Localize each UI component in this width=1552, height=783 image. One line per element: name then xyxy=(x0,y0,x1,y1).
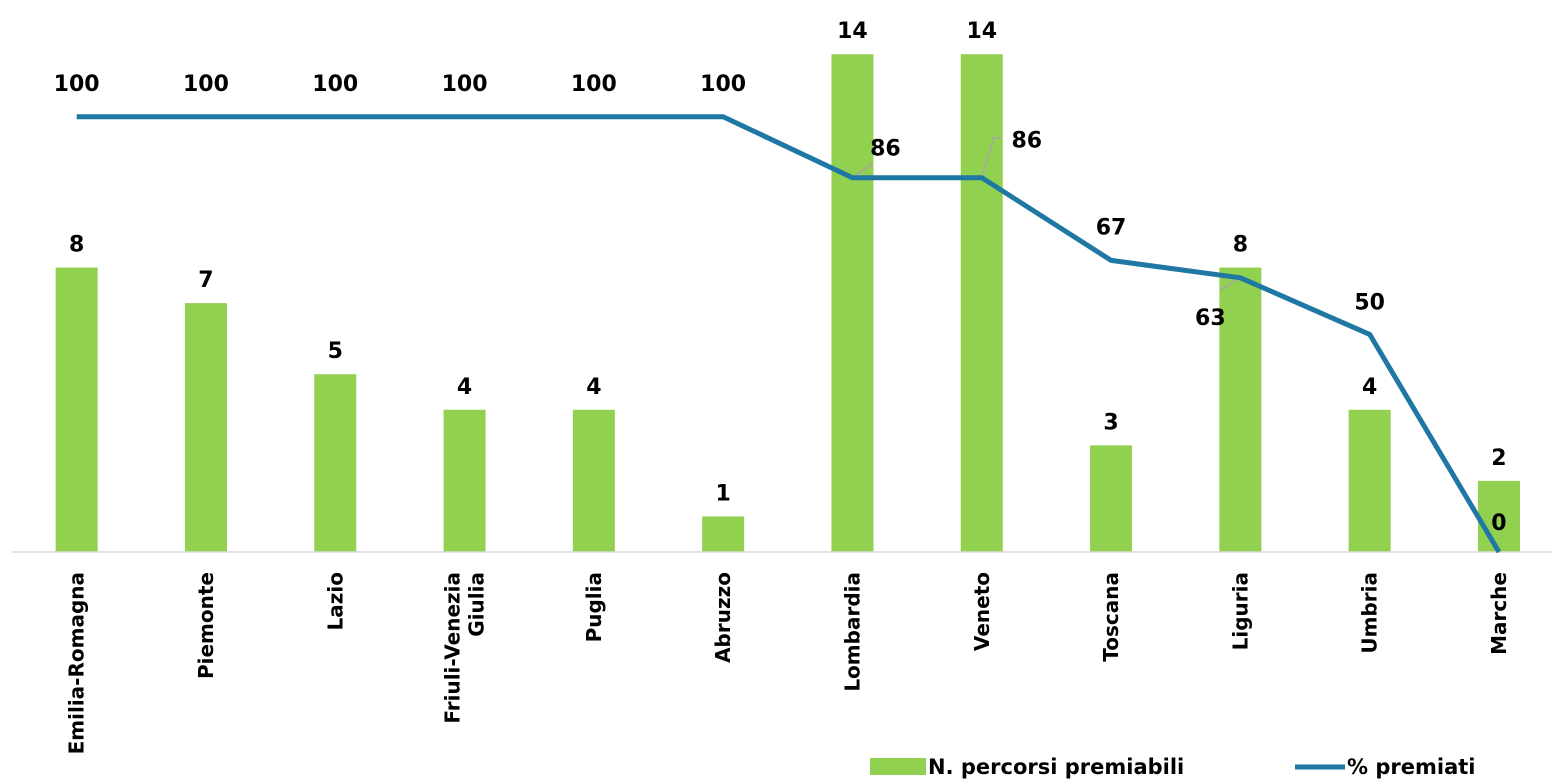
line-value-label: 100 xyxy=(700,72,746,97)
category-label: Emilia-Romagna xyxy=(65,572,89,754)
bar-value-label: 7 xyxy=(198,268,213,293)
bar-value-label: 14 xyxy=(966,19,997,44)
line-value-label: 63 xyxy=(1195,306,1226,331)
category-label: Friuli-Venezia xyxy=(441,572,465,724)
category-label: Veneto xyxy=(970,572,994,651)
bar-value-label: 14 xyxy=(837,19,868,44)
category-label: Marche xyxy=(1487,572,1511,655)
bar-value-label: 8 xyxy=(1233,233,1248,258)
line-value-label: 0 xyxy=(1491,511,1506,536)
bar-value-label: 4 xyxy=(457,375,472,400)
line-series-premiati xyxy=(76,114,1502,554)
category-label: Liguria xyxy=(1228,572,1252,650)
category-label: Puglia xyxy=(582,572,606,642)
legend-bar-swatch xyxy=(870,758,926,775)
bar-value-label: 4 xyxy=(586,375,601,400)
bar-marche xyxy=(1477,480,1520,552)
bar-value-label: 8 xyxy=(69,233,84,258)
bar-value-label: 2 xyxy=(1491,446,1506,471)
line-value-label: 100 xyxy=(183,72,229,97)
bar-data-labels: 8 7 5 4 4 1 14 14 3 8 4 2 xyxy=(69,19,1507,506)
bar-value-label: 1 xyxy=(715,481,730,506)
bar-puglia xyxy=(572,409,615,552)
bar-umbria xyxy=(1348,409,1391,552)
bar-friuli-venezia-giulia xyxy=(443,409,486,552)
legend-bar-label: N. percorsi premiabili xyxy=(928,755,1184,779)
bar-emilia-romagna xyxy=(55,267,98,552)
category-label: Giulia xyxy=(465,572,489,637)
line-value-label: 86 xyxy=(870,137,901,162)
bar-abruzzo xyxy=(702,516,745,552)
category-label: Piemonte xyxy=(194,572,218,679)
bar-toscana xyxy=(1090,445,1133,552)
bar-series xyxy=(55,54,1520,552)
bar-piemonte xyxy=(184,303,227,552)
x-axis-category-labels: Emilia-Romagna Piemonte Lazio Friuli-Venezi… xyxy=(65,572,1511,754)
line-value-label: 100 xyxy=(571,72,617,97)
line-value-label: 100 xyxy=(54,72,100,97)
line-value-label: 67 xyxy=(1096,215,1127,240)
line-value-label: 50 xyxy=(1354,290,1385,315)
legend: N. percorsi premiabili % premiati xyxy=(870,755,1475,779)
bar-lombardia xyxy=(831,54,874,552)
bar-veneto xyxy=(960,54,1003,552)
bar-value-label: 3 xyxy=(1103,410,1118,435)
leader-line xyxy=(981,136,1002,178)
category-label: Lazio xyxy=(323,572,347,630)
bar-value-label: 5 xyxy=(328,339,343,364)
bar-liguria xyxy=(1219,267,1262,552)
line-value-label: 86 xyxy=(1011,129,1042,154)
category-label: Umbria xyxy=(1358,572,1382,654)
legend-line-label: % premiati xyxy=(1347,755,1475,779)
label-leader-lines xyxy=(852,136,1241,291)
line-value-label: 100 xyxy=(442,72,488,97)
category-label: Lombardia xyxy=(840,572,864,692)
bar-value-label: 4 xyxy=(1362,375,1377,400)
bar-lazio xyxy=(314,374,357,552)
category-label: Toscana xyxy=(1099,572,1123,662)
line-value-label: 100 xyxy=(312,72,358,97)
line-data-labels: 100 100 100 100 100 100 86 86 67 63 50 0 xyxy=(54,72,1507,536)
category-label: Abruzzo xyxy=(711,572,735,663)
